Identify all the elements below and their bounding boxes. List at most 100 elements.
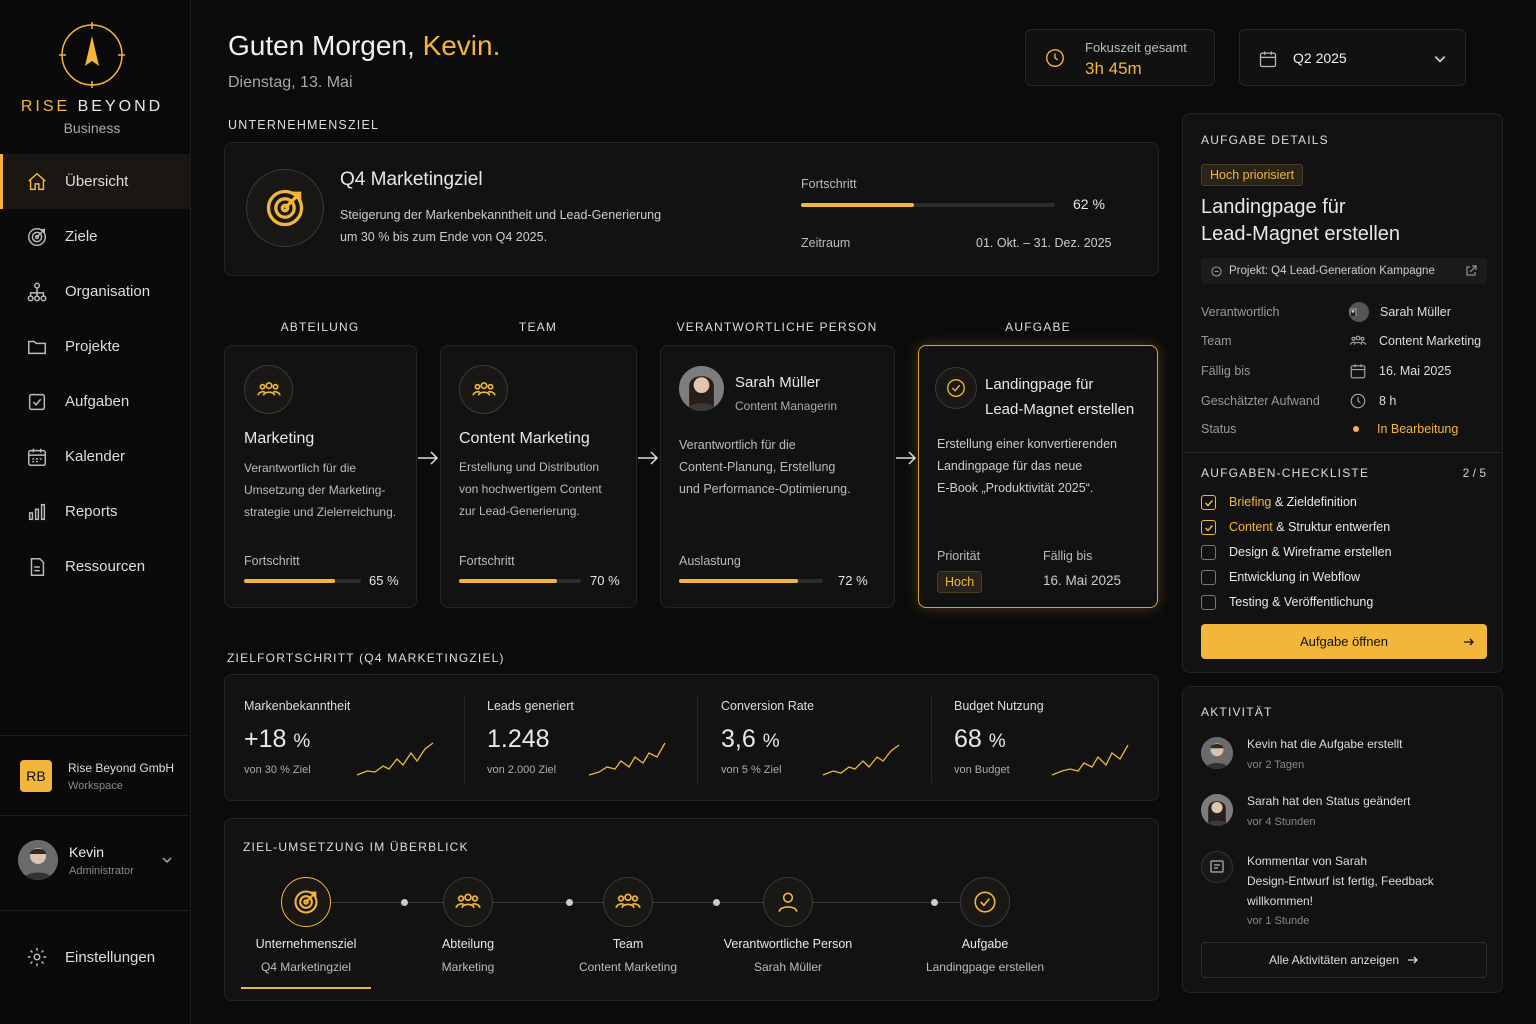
nav-item-kalender[interactable]: Kalender — [0, 429, 190, 484]
checkbox-unchecked[interactable] — [1201, 595, 1216, 611]
focus-label: Fokuszeit gesamt — [1085, 40, 1187, 55]
kpi-value: +18 % — [244, 725, 311, 753]
workspace-sub: Workspace — [68, 779, 123, 792]
focus-time-widget: Fokuszeit gesamt 3h 45m — [1025, 29, 1215, 86]
nav-item-aufgaben[interactable]: Aufgaben — [0, 374, 190, 429]
team-icon-circle — [459, 365, 508, 414]
nav-label: Kalender — [65, 448, 126, 465]
person-card[interactable]: Sarah Müller Content Managerin Verantwor… — [660, 345, 895, 608]
open-task-label: Aufgabe öffnen — [1300, 634, 1388, 649]
overview-step-team[interactable]: Team Content Marketing — [563, 877, 693, 974]
group-icon — [615, 893, 641, 909]
overview-step-task[interactable]: Aufgabe Landingpage erstellen — [915, 877, 1055, 974]
nav-label: Reports — [65, 503, 118, 520]
user-menu[interactable]: Kevin Administrator — [18, 840, 173, 880]
gear-icon — [27, 947, 47, 967]
brand-sub: Business — [63, 120, 121, 136]
step-sub: Content Marketing — [578, 960, 678, 974]
current-date: Dienstag, 13. Mai — [228, 74, 353, 91]
checkbox-unchecked[interactable] — [1201, 570, 1216, 586]
step-sub: Q4 Marketingziel — [260, 960, 352, 974]
nav-label: Ziele — [65, 228, 98, 245]
period-select[interactable]: Q2 2025 — [1239, 29, 1466, 86]
person-workload-value: 72 % — [838, 573, 868, 588]
kpi-label: Markenbekanntheit — [244, 699, 351, 713]
divider — [0, 815, 190, 816]
department-card[interactable]: Marketing Verantwortlich für die Umsetzun… — [224, 345, 417, 608]
activity-item: Sarah hat den Status geändert vor 4 Stun… — [1201, 794, 1410, 828]
checklist-item[interactable]: Briefing & Zieldefinition — [1201, 490, 1392, 515]
nav-item-organisation[interactable]: Organisation — [0, 264, 190, 319]
step-title: Team — [612, 937, 644, 951]
kpi-label: Leads generiert — [487, 699, 574, 713]
logo: RISE BEYOND Business — [0, 22, 184, 136]
checklist-count: 2 / 5 — [1462, 466, 1486, 480]
arrow-right-icon — [896, 451, 917, 465]
activity-comment: willkommen! — [1247, 894, 1314, 908]
goal-title: Q4 Marketingziel — [340, 169, 483, 190]
group-icon — [471, 381, 496, 396]
sparkline — [822, 744, 900, 776]
arrow-right-icon — [1408, 956, 1418, 964]
activity-panel: AKTIVITÄT Kevin hat die Aufgabe erstellt… — [1182, 686, 1503, 993]
overview-step-dept[interactable]: Abteilung Marketing — [418, 877, 518, 974]
main-nav: Übersicht Ziele Organisation Projekte Au… — [0, 154, 190, 594]
workspace-switcher[interactable]: RB Rise Beyond GmbH Workspace — [20, 760, 174, 792]
all-activities-button[interactable]: Alle Aktivitäten anzeigen — [1201, 942, 1487, 978]
task-details-title: Landingpage für Lead-Magnet erstellen — [1201, 196, 1401, 245]
group-icon — [455, 893, 481, 909]
checklist-item[interactable]: Content & Struktur entwerfen — [1201, 515, 1392, 540]
step-icon-circle — [763, 877, 813, 927]
checkbox-unchecked[interactable] — [1201, 545, 1216, 561]
user-icon — [778, 892, 798, 913]
section-title-kpi: ZIELFORTSCHRITT (Q4 MARKETINGZIEL) — [227, 651, 505, 665]
task-due-label: Fällig bis — [1043, 549, 1093, 563]
flow-header-team: TEAM — [518, 320, 558, 334]
checkbox-checked[interactable] — [1201, 520, 1216, 536]
timeline-dot — [566, 899, 573, 906]
detail-row-team: Team Content Marketing — [1201, 334, 1482, 348]
all-activities-label: Alle Aktivitäten anzeigen — [1268, 953, 1400, 967]
nav-item-ressourcen[interactable]: Ressourcen — [0, 539, 190, 594]
flow-header-task: AUFGABE — [1005, 320, 1071, 334]
task-card[interactable]: Landingpage für Lead-Magnet erstellen Ers… — [918, 345, 1158, 608]
sidebar: RISE BEYOND Business Übersicht Ziele Org… — [0, 0, 191, 1024]
nav-item-projekte[interactable]: Projekte — [0, 319, 190, 374]
nav-item-uebersicht[interactable]: Übersicht — [0, 154, 190, 209]
arrow-right-icon — [1464, 638, 1474, 645]
checklist-item[interactable]: Design & Wireframe erstellen — [1201, 540, 1392, 565]
period-value: Q2 2025 — [1293, 50, 1347, 66]
checklist-item[interactable]: Entwicklung in Webflow — [1201, 565, 1392, 590]
dept-title: Marketing — [244, 430, 315, 447]
person-workload-label: Auslastung — [679, 554, 741, 568]
open-task-button[interactable]: Aufgabe öffnen — [1201, 624, 1487, 659]
clock-icon — [1046, 49, 1064, 67]
task-icon-circle — [935, 367, 977, 409]
task-due-date: 16. Mai 2025 — [1043, 573, 1122, 588]
team-card[interactable]: Content Marketing Erstellung und Distrib… — [440, 345, 637, 608]
activity-text: Sarah hat den Status geändert — [1247, 794, 1411, 808]
activity-time: vor 2 Tagen — [1247, 759, 1305, 771]
dept-progress-bar — [244, 579, 361, 583]
step-sub: Marketing — [441, 960, 495, 974]
nav-label: Übersicht — [65, 173, 129, 190]
nav-item-reports[interactable]: Reports — [0, 484, 190, 539]
nav-item-ziele[interactable]: Ziele — [0, 209, 190, 264]
company-goal-card[interactable]: Q4 Marketingziel Steigerung der Markenbe… — [224, 142, 1159, 276]
checklist-item[interactable]: Testing & Veröffentlichung — [1201, 590, 1392, 615]
nav-label: Projekte — [65, 338, 121, 355]
section-title-details: AUFGABE DETAILS — [1201, 133, 1329, 147]
settings-link[interactable]: Einstellungen — [26, 946, 155, 968]
timeline-dot — [931, 899, 938, 906]
team-progress-bar — [459, 579, 581, 583]
overview-step-person[interactable]: Verantwortliche Person Sarah Müller — [713, 877, 863, 974]
divider — [0, 735, 190, 736]
arrow-right-icon — [418, 451, 439, 465]
project-link[interactable]: Projekt: Q4 Lead-Generation Kampagne — [1201, 258, 1487, 284]
checkbox-checked[interactable] — [1201, 495, 1216, 511]
overview-step-goal[interactable]: Unternehmensziel Q4 Marketingziel — [241, 877, 371, 989]
calendar-icon — [28, 448, 46, 466]
goal-period-label: Zeitraum — [801, 236, 851, 250]
kpi-value: 1.248 — [487, 725, 550, 753]
goal-progress-bar — [801, 203, 1055, 207]
